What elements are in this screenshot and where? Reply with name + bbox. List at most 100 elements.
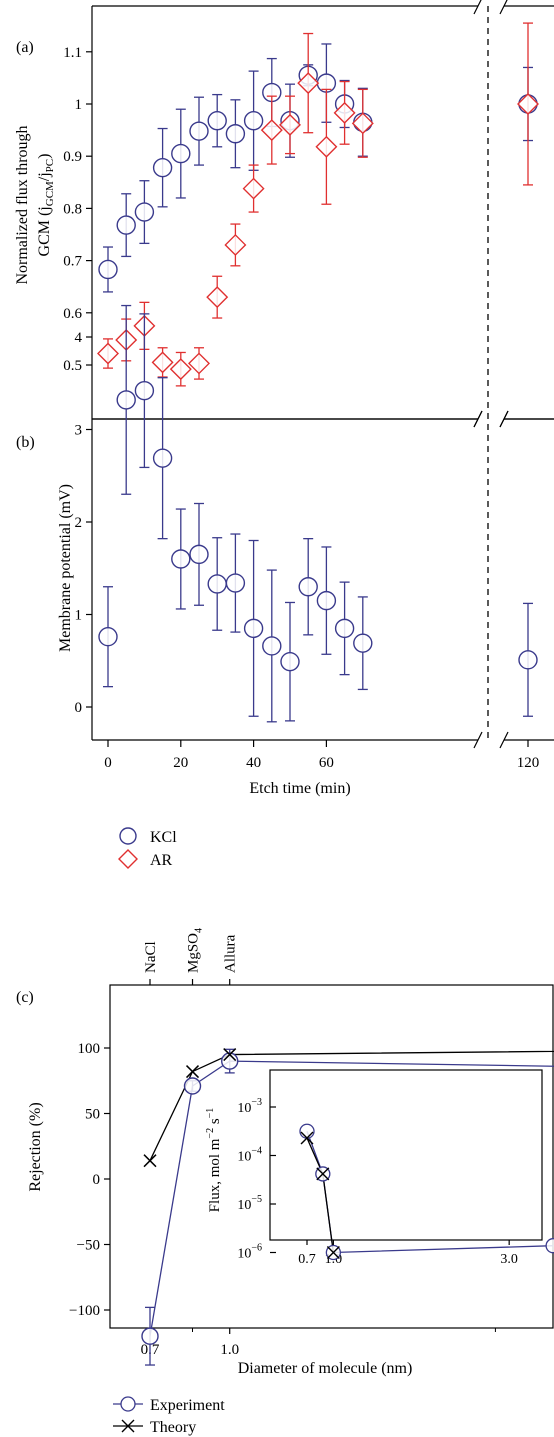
inset-x-tick-label: 3.0	[500, 1252, 518, 1267]
x-tick-label: 0	[104, 755, 112, 771]
legend-ab: KCl AR	[118, 827, 177, 869]
x-tick-label: 60	[319, 755, 334, 771]
data-point-x	[143, 1154, 157, 1168]
panel-c-ylabel: Rejection (%)	[27, 1102, 44, 1191]
inset-y-tick-label: 10−5	[237, 1194, 262, 1213]
y-tick-label: 0.7	[63, 254, 82, 270]
top-category-label: MgSO4	[186, 928, 205, 973]
panel-b-data-marks	[98, 304, 538, 723]
x-tick-label: 20	[173, 755, 188, 771]
data-point-diamond	[517, 93, 539, 115]
data-point-diamond	[224, 233, 247, 256]
panel-b-x-axis: 0 20 40 60 120	[104, 740, 539, 771]
data-point-circle	[280, 651, 300, 672]
data-point-circle	[152, 157, 173, 178]
panel-b: (b) Membrane potential (mV) 0 1 2 3 4 0 20 40 6…	[16, 304, 554, 797]
panel-a-label: (a)	[16, 39, 34, 56]
y-tick-label: 0.5	[63, 358, 82, 374]
y-tick-label: 100	[78, 1041, 101, 1057]
inset-y-tick-label: 10−3	[237, 1097, 262, 1116]
axis-break-mark	[473, 731, 483, 749]
data-point-diamond	[333, 101, 356, 124]
data-point-diamond	[206, 286, 229, 309]
data-point-circle	[225, 124, 246, 144]
data-point-x	[223, 1048, 237, 1062]
panel-c-x-axis: 0.71.03.0	[141, 1328, 496, 1358]
legend-ar-label: AR	[150, 852, 173, 869]
y-tick-label: 0.8	[63, 201, 82, 217]
inset-x-tick-label: 0.7	[298, 1252, 316, 1267]
experiment-line	[149, 1060, 554, 1337]
data-point-diamond	[169, 358, 192, 381]
panel-a-data-marks	[97, 22, 539, 387]
data-point-circle	[225, 573, 246, 593]
panel-a-ylabel-line1: Normalized flux through	[14, 125, 31, 284]
inset-theory-point	[300, 1131, 314, 1145]
inset-experiment-point	[545, 1238, 554, 1254]
axis-break-mark	[499, 410, 509, 428]
panel-c-frame	[109, 984, 554, 1329]
data-point-circle	[116, 390, 136, 410]
y-tick-label: 50	[85, 1107, 100, 1123]
panel-c: (c) NaClMgSO4AlluraDextran Rejection (%)…	[16, 928, 554, 1377]
panel-c-plot-frame	[109, 984, 554, 1329]
panel-b-frame	[91, 410, 554, 749]
data-point-circle	[207, 111, 227, 131]
panel-c-xlabel: Diameter of molecule (nm)	[238, 1360, 413, 1377]
inset-ylabel: Flux, mol m−2 s−1	[205, 1108, 223, 1213]
data-point-circle	[298, 577, 318, 597]
inset-data-marks	[299, 1123, 554, 1261]
data-point-circle	[171, 143, 191, 164]
panel-b-y-axis: 0 1 2 3 4	[75, 330, 92, 716]
legend-c: Experiment Theory	[113, 1396, 225, 1436]
top-category-label: Allura	[223, 934, 239, 973]
legend-experiment-marker	[120, 1396, 136, 1412]
panel-a-y-axis: 0.5 0.6 0.7 0.8 0.9 1 1.1	[63, 45, 92, 374]
legend-theory-marker	[121, 1419, 135, 1433]
inset-theory-point	[316, 1167, 330, 1181]
data-point-diamond	[151, 351, 174, 374]
y-tick-label: 0	[75, 700, 83, 716]
legend-experiment-label: Experiment	[150, 1397, 225, 1414]
panel-b-label: (b)	[16, 434, 35, 451]
inset-chart: Flux, mol m−2 s−1 10−310−410−510−6 0.71.…	[205, 1069, 554, 1267]
data-point-circle	[171, 549, 191, 569]
data-point-diamond	[97, 342, 119, 365]
panel-a-ylabel-line2: GCM (jGCM/jPC)	[36, 154, 56, 257]
y-tick-label: 2	[75, 515, 83, 531]
inset-y-tick-label: 10−4	[237, 1146, 262, 1165]
data-point-circle	[316, 590, 337, 611]
y-tick-label: 1	[75, 97, 83, 113]
legend-kcl-label: KCl	[150, 829, 177, 846]
panel-c-top-labels: NaClMgSO4AlluraDextran	[143, 928, 239, 985]
data-point-circle	[353, 633, 373, 653]
data-point-diamond	[242, 177, 265, 200]
legend-kcl-marker	[119, 827, 137, 845]
y-tick-label: −50	[77, 1238, 100, 1254]
data-point-circle	[152, 448, 173, 468]
data-point-circle	[207, 574, 227, 594]
inset-experiment-point	[299, 1123, 315, 1139]
y-tick-label: 0.9	[63, 149, 82, 165]
data-point-diamond	[279, 113, 301, 136]
axis-break-mark	[499, 731, 509, 749]
axis-break-mark	[473, 410, 483, 428]
top-category-label: NaCl	[143, 941, 159, 973]
y-tick-label: 4	[75, 330, 83, 346]
data-point-circle	[98, 627, 118, 647]
theory-line	[149, 1050, 554, 1161]
axis-break-mark	[473, 0, 482, 15]
data-point-diamond	[260, 119, 283, 142]
panel-a: (a) Normalized flux through GCM (jGCM/jP…	[14, 0, 554, 428]
data-point-diamond	[315, 135, 338, 158]
data-point-circle	[262, 636, 282, 656]
panel-c-data-marks	[141, 1048, 554, 1366]
inset-frame	[269, 1069, 543, 1241]
panel-b-xlabel: Etch time (min)	[249, 780, 350, 797]
x-tick-label: 120	[517, 755, 540, 771]
data-point-circle	[243, 111, 264, 131]
legend-ar-marker	[118, 849, 138, 869]
data-point-circle	[183, 1077, 202, 1095]
data-point-circle	[189, 544, 209, 565]
panel-c-y-axis: 100 50 0 −50 −100	[69, 1041, 110, 1319]
